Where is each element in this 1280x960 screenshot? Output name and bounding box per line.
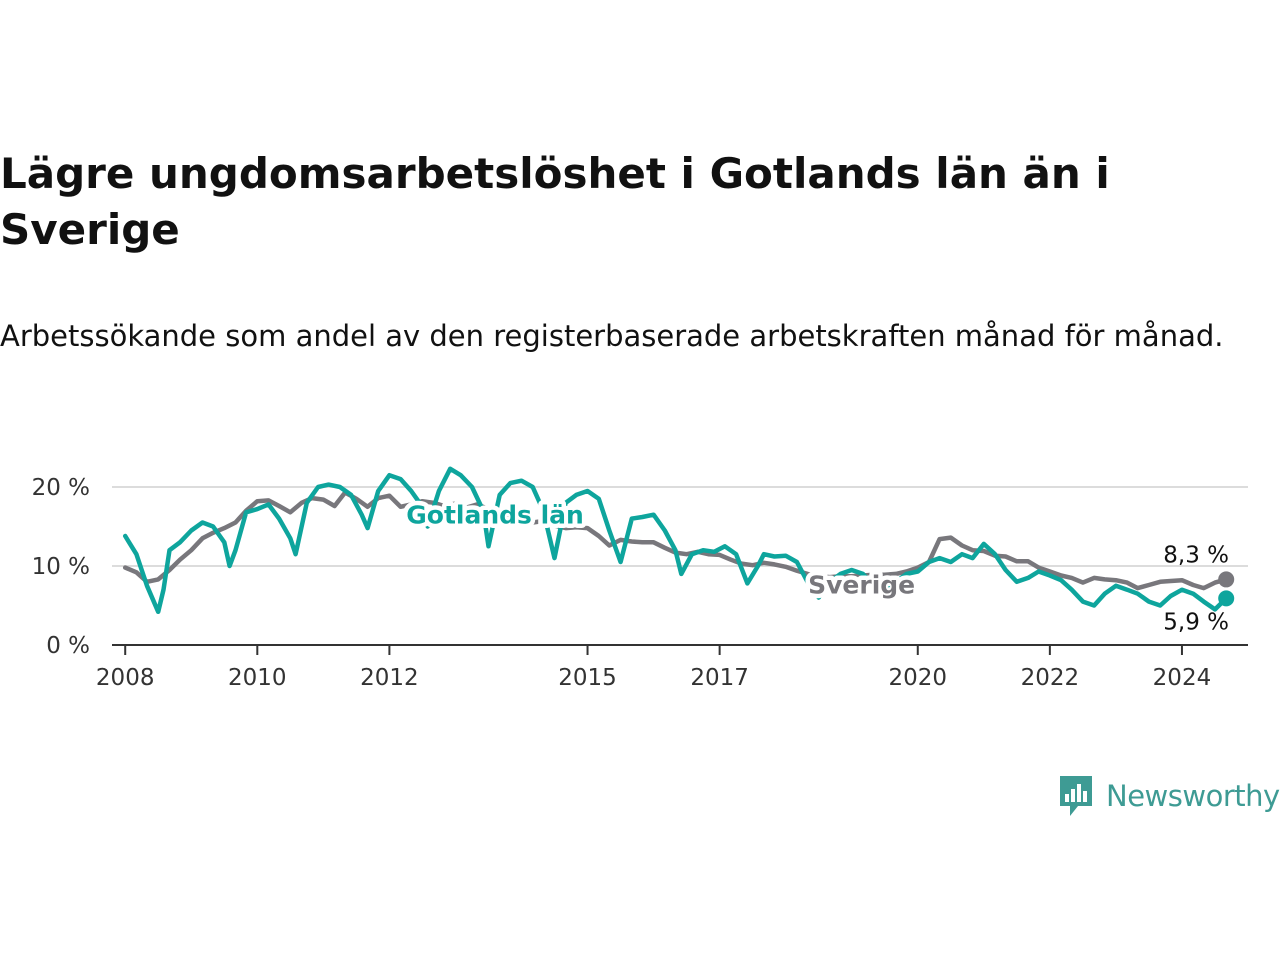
series (122, 466, 1229, 615)
x-tick-label: 2010 (228, 665, 287, 691)
end-point-gotland (1218, 590, 1235, 607)
series-line-gotlands-ln (122, 466, 1229, 615)
x-tick-label: 2008 (96, 665, 155, 691)
x-tick-label: 2015 (558, 665, 617, 691)
x-tick-label: 2020 (888, 665, 947, 691)
end-point-sverige (1218, 571, 1235, 588)
y-tick-label: 20 % (32, 475, 90, 501)
newsworthy-logo-icon (1060, 776, 1092, 816)
axes: 0 % 10 % 20 % 2008 2010 2012 2015 2017 2020 2022 2… (32, 475, 1248, 691)
line-chart: 0 % 10 % 20 % 2008 2010 2012 2015 2017 2020 2022 2… (32, 466, 1248, 691)
series-label-sverige: Sverige (808, 571, 915, 600)
series-label-gotland: Gotlands län (406, 500, 584, 529)
end-label-gotland: 5,9 % (1163, 609, 1229, 635)
chart-subtitle: Arbetssökande som andel av den registerb… (0, 319, 1224, 353)
y-tick-label: 10 % (32, 554, 90, 580)
brand-name: Newsworthy (1106, 779, 1280, 813)
labels: Gotlands län Sverige 8,3 % 5,9 % (402, 496, 1235, 635)
end-label-sverige: 8,3 % (1163, 542, 1229, 568)
newsworthy-logo: Newsworthy (1058, 774, 1280, 818)
x-tick-label: 2012 (360, 665, 419, 691)
x-tick-label: 2024 (1153, 665, 1212, 691)
chart-title: Lägre ungdomsarbetslöshet i Gotlands län… (0, 149, 1110, 254)
x-tick-label: 2022 (1021, 665, 1080, 691)
x-tick-label: 2017 (690, 665, 749, 691)
y-tick-label: 0 % (46, 633, 90, 659)
